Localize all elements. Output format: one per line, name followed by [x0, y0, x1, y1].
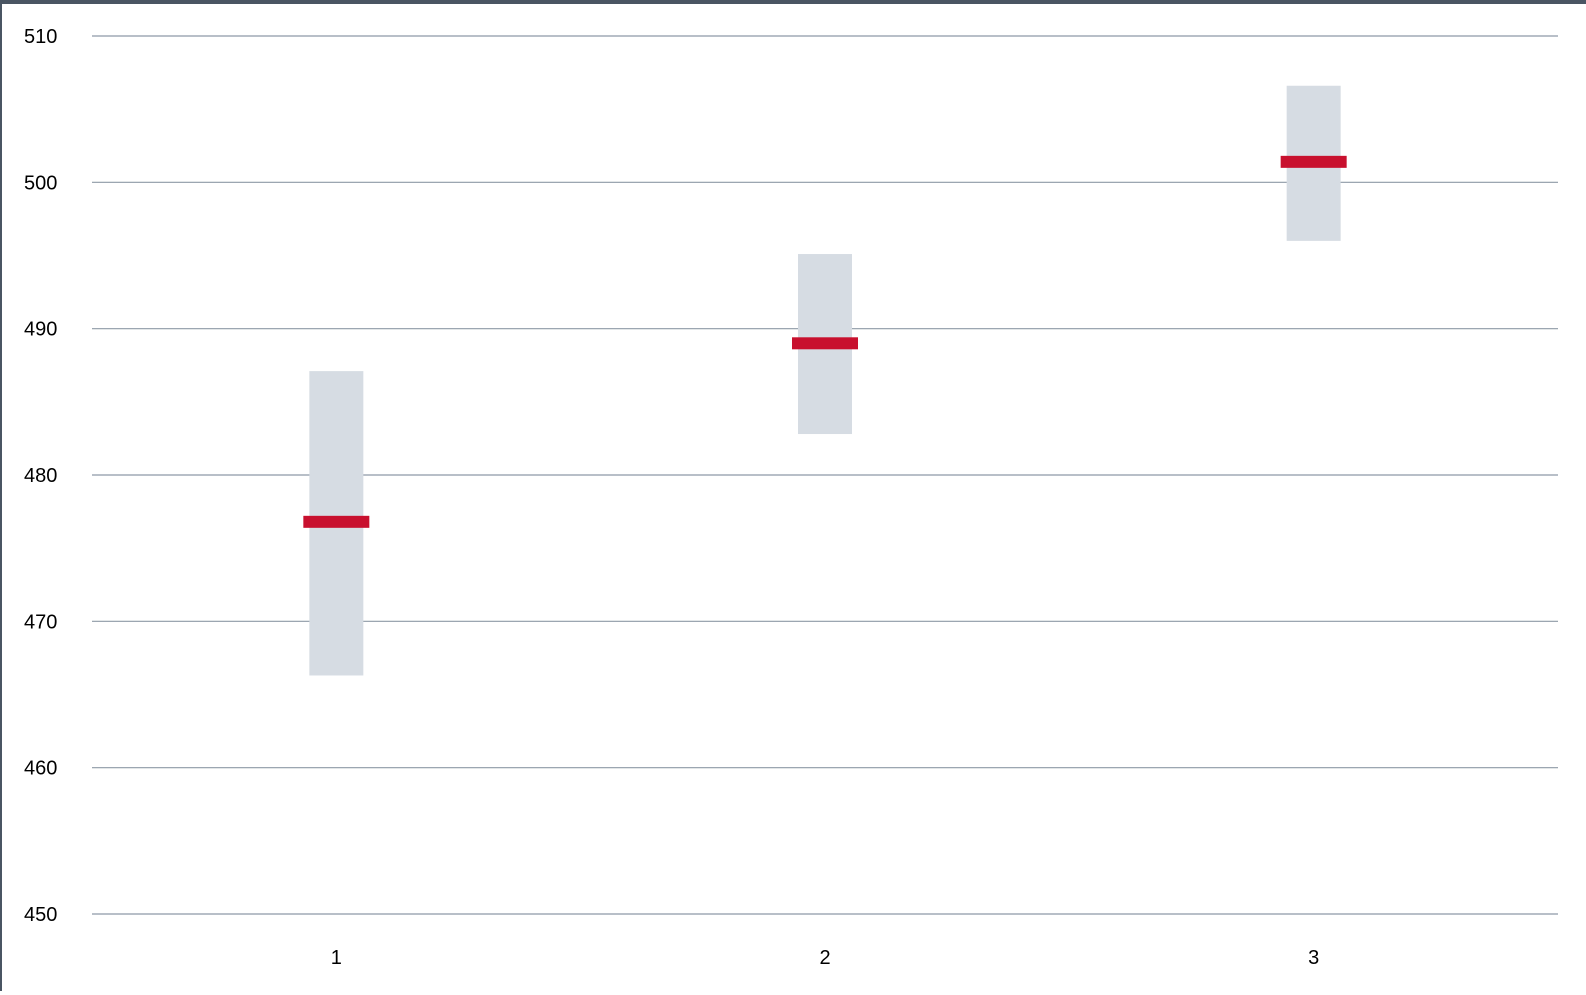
x-tick-label: 1 — [331, 947, 342, 969]
y-tick-label: 510 — [24, 26, 57, 48]
value-markers — [303, 155, 1347, 528]
y-tick-label: 480 — [24, 465, 57, 487]
x-tick-label: 3 — [1308, 947, 1319, 969]
y-tick-label: 470 — [24, 611, 57, 633]
range-bars — [309, 85, 1341, 676]
y-tick-label: 460 — [24, 758, 57, 780]
value-marker-1 — [303, 515, 370, 528]
y-tick-label: 450 — [24, 904, 57, 926]
range-chart: 450 460 470 480 490 500 510 1 2 3 — [24, 26, 1558, 969]
y-tick-label: 500 — [24, 172, 57, 194]
x-tick-label: 2 — [819, 947, 830, 969]
value-marker-2 — [792, 337, 858, 350]
x-axis-ticks: 1 2 3 — [331, 947, 1319, 969]
value-marker-3 — [1280, 155, 1347, 168]
y-tick-label: 490 — [24, 319, 57, 341]
y-axis-ticks: 450 460 470 480 490 500 510 — [24, 26, 57, 926]
